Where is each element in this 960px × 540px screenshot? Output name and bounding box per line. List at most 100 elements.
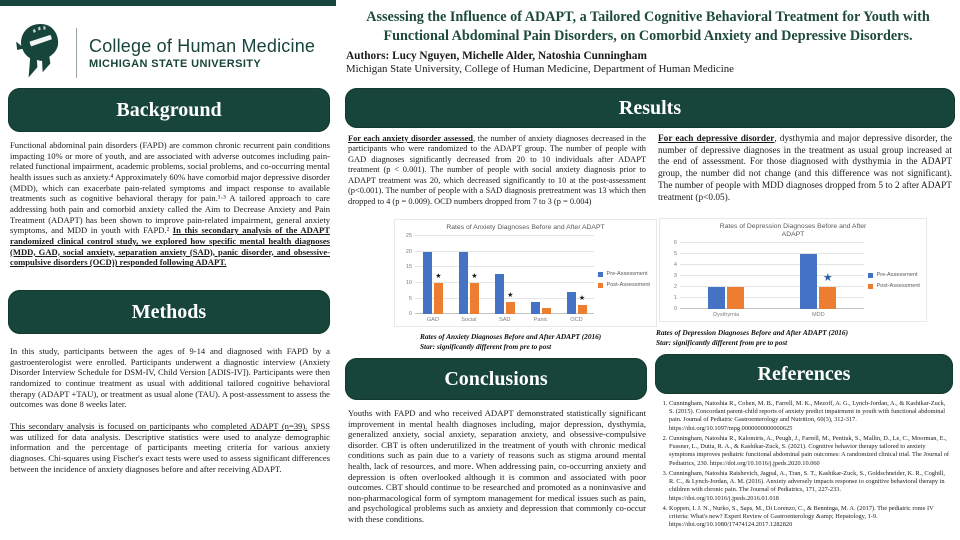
anxiety-chart: Rates of Anxiety Diagnoses Before and Af… (394, 219, 657, 328)
y-axis-tick-label: 2 (673, 284, 677, 291)
post-bar-gad (433, 282, 443, 315)
y-axis-tick-label: 3 (673, 273, 677, 280)
chart-title: Rates of Depression Diagnoses Before and… (719, 223, 867, 239)
legend-item: Pre-Assessment (868, 272, 920, 278)
pre-bar-social (458, 251, 468, 315)
pre-bar-dysthymia (708, 287, 726, 310)
results-anxiety-text: For each anxiety disorder assessed, the … (348, 134, 646, 207)
post-bar-panic (541, 307, 551, 315)
logo-college-name: College of Human Medicine (89, 35, 316, 56)
bar-group-social: ★ (451, 251, 487, 315)
logo-university-name: MICHIGAN STATE UNIVERSITY (89, 57, 262, 70)
significance-star-icon: ★ (578, 293, 586, 302)
legend-item: Post-Assessment (868, 283, 920, 289)
legend-swatch-icon (598, 282, 604, 288)
gridline (415, 281, 595, 283)
methods-para2: This secondary analysis is focused on pa… (10, 421, 330, 474)
anxiety-rest: , the number of anxiety diagnoses decrea… (348, 134, 646, 206)
y-axis-tick-label: 5 (408, 295, 412, 302)
chart-plot-area: 0 5 10 15 20 25 ★ ★ ★ ★ (406, 233, 595, 317)
gridline (680, 242, 865, 244)
title-block: Assessing the Influence of ADAPT, a Tail… (340, 8, 956, 75)
gridline (415, 313, 595, 315)
post-bar-ocd (577, 304, 587, 315)
y-axis-tick-label: 4 (673, 262, 677, 269)
poster-title: Assessing the Influence of ADAPT, a Tail… (366, 9, 930, 44)
x-axis-category-label: MDD (811, 312, 825, 319)
depression-chart: Rates of Depression Diagnoses Before and… (659, 218, 927, 323)
significance-star-icon: ★ (507, 290, 514, 299)
post-bar-social (469, 282, 479, 315)
gridline (680, 275, 865, 277)
chart-legend: Pre-Assessment Post-Assessment (868, 272, 922, 289)
post-bar-mdd (819, 287, 837, 310)
y-axis-tick-label: 0 (408, 311, 412, 318)
bar-group-sad: ★ (487, 252, 523, 315)
legend-swatch-icon (868, 283, 874, 289)
post-bar-sad (505, 301, 515, 315)
legend-swatch-icon (598, 271, 604, 277)
y-axis-tick-label: 10 (405, 279, 412, 286)
bar-group-panic (523, 252, 559, 315)
references-section: Cunningham, Natoshia R., Cohen, M. B., F… (658, 400, 952, 532)
msu-logo: College of Human Medicine MICHIGAN STATE… (14, 23, 334, 84)
chart-title: Rates of Anxiety Diagnoses Before and Af… (446, 224, 605, 231)
x-axis-category-label: Panic (533, 317, 548, 324)
chart-plot-area: 0 1 2 3 4 5 6 ★ (674, 240, 865, 312)
post-bar-dysthymia (727, 287, 745, 310)
background-header: Background (8, 88, 330, 132)
depression-rest: , dysthymia and major depressive disorde… (658, 134, 952, 203)
methods-para2-lead: This secondary analysis is focused on pa… (10, 420, 308, 431)
bar-group-dysthymia (680, 254, 772, 310)
y-axis-tick-label: 25 (405, 233, 412, 240)
pre-bar-panic (530, 301, 540, 315)
reference-item: Cunningham, Natoshia R., Kalomiris, A., … (669, 435, 952, 468)
pre-bar-mdd (800, 254, 818, 310)
gridline (680, 308, 865, 310)
anxiety-lead: For each anxiety disorder assessed (348, 134, 473, 143)
legend-swatch-icon (868, 272, 874, 278)
depression-chart-caption: Rates of Depression Diagnoses Before and… (656, 328, 849, 347)
poster-affiliation: Michigan State University, College of Hu… (346, 63, 734, 76)
spartan-helmet-icon (14, 23, 66, 84)
results-header: Results (345, 88, 955, 128)
background-body: Functional abdominal pain disorders (FAP… (10, 140, 330, 236)
gridline (680, 286, 865, 288)
reference-item: Cunningham, Natoshia R., Cohen, M. B., F… (669, 400, 952, 433)
gridline (415, 235, 595, 237)
bar-group-mdd: ★ (772, 254, 864, 310)
x-axis-category-label: SAD (498, 317, 511, 324)
legend-item: Pre-Assessment (598, 271, 650, 277)
significance-star-icon: ★ (822, 272, 833, 285)
y-axis-tick-label: 15 (405, 264, 412, 271)
methods-header: Methods (8, 290, 330, 334)
gridline (415, 250, 595, 252)
anxiety-chart-caption: Rates of Anxiety Diagnoses Before and Af… (420, 332, 602, 351)
references-header: References (655, 354, 953, 394)
methods-para2-rest: SPSS was utilized for data analysis. Des… (10, 420, 330, 474)
significance-star-icon: ★ (435, 271, 442, 280)
significance-star-icon: ★ (471, 271, 478, 280)
y-axis-tick-label: 20 (405, 248, 412, 255)
y-axis-tick-label: 5 (673, 251, 677, 258)
legend-item: Post-Assessment (598, 282, 650, 288)
y-axis-tick-label: 6 (673, 240, 677, 247)
logo-divider (76, 28, 77, 78)
poster-authors: Authors: Lucy Nguyen, Michelle Alder, Na… (346, 50, 647, 63)
reference-item: Koppen, I. J. N., Nurko, S., Saps, M., D… (669, 505, 952, 530)
gridline (680, 253, 865, 255)
bar-group-gad: ★ (415, 251, 451, 315)
background-emphasis: In this secondary analysis of the ADAPT … (10, 225, 330, 268)
pre-bar-gad (422, 251, 432, 315)
background-text: Functional abdominal pain disorders (FAP… (10, 140, 330, 268)
methods-text: In this study, participants between the … (10, 346, 330, 474)
x-axis-category-label: Social (461, 317, 477, 324)
gridline (415, 297, 595, 299)
gridline (680, 297, 865, 299)
references-list: Cunningham, Natoshia R., Cohen, M. B., F… (658, 400, 952, 530)
conclusions-text: Youths with FAPD and who received ADAPT … (348, 408, 646, 525)
gridline (680, 264, 865, 266)
pre-bar-sad (494, 273, 504, 315)
x-axis-category-label: Dysthymia (713, 312, 740, 319)
